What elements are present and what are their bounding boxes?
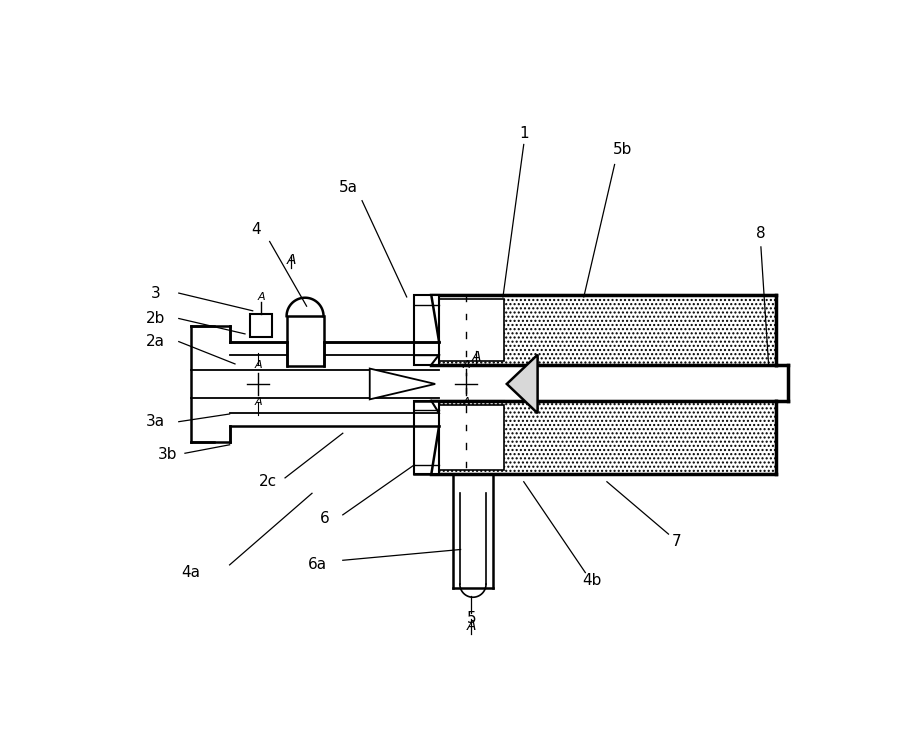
Text: 1: 1 — [519, 126, 529, 141]
Bar — [433, 404, 503, 470]
Text: 6: 6 — [320, 511, 330, 526]
Text: 4b: 4b — [581, 573, 601, 588]
Text: 3: 3 — [151, 286, 161, 301]
Text: A: A — [463, 398, 470, 407]
Text: A: A — [287, 253, 296, 267]
Text: 7: 7 — [671, 534, 681, 549]
Text: 5a: 5a — [338, 180, 357, 195]
Text: A: A — [258, 292, 265, 302]
Text: A: A — [254, 398, 262, 407]
Bar — [414, 401, 439, 474]
Bar — [250, 314, 272, 337]
Text: A: A — [254, 361, 262, 370]
Bar — [432, 295, 776, 365]
Polygon shape — [507, 355, 538, 413]
Text: 3b: 3b — [158, 447, 178, 462]
Text: 2a: 2a — [146, 334, 165, 349]
Text: 2c: 2c — [259, 474, 278, 489]
Bar — [287, 316, 324, 367]
Text: 2b: 2b — [146, 311, 165, 326]
Text: A: A — [463, 361, 470, 370]
Bar — [432, 401, 776, 474]
Text: 6a: 6a — [307, 557, 327, 572]
Text: A: A — [472, 350, 481, 364]
Text: 5b: 5b — [612, 142, 632, 157]
Text: A: A — [466, 620, 476, 634]
Text: 8: 8 — [756, 226, 766, 241]
Text: 4: 4 — [251, 222, 260, 237]
Text: 3a: 3a — [146, 414, 165, 429]
Bar — [433, 299, 503, 361]
Text: 4a: 4a — [181, 565, 200, 580]
Text: 5: 5 — [466, 611, 476, 626]
Bar — [414, 295, 439, 365]
Polygon shape — [370, 369, 435, 399]
